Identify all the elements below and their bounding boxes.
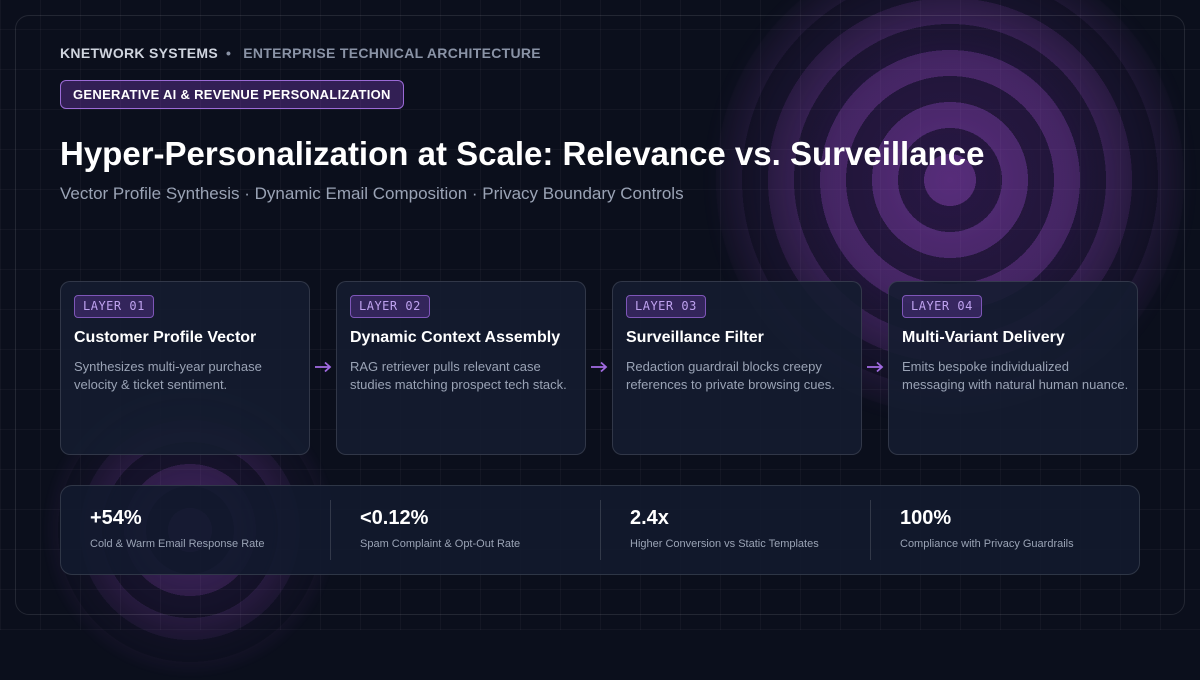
layer-description: RAG retriever pulls relevant case studie…	[350, 359, 567, 392]
layer-tag: LAYER 02	[350, 295, 430, 318]
layer-card-02: LAYER 02 Dynamic Context Assembly RAG re…	[336, 281, 586, 455]
layer-tag: LAYER 01	[74, 295, 154, 318]
arrow-right-icon	[867, 361, 884, 373]
arrow-right-icon	[315, 361, 332, 373]
stat-value: <0.12%	[360, 507, 429, 529]
layer-card-01: LAYER 01 Customer Profile Vector Synthes…	[60, 281, 310, 455]
stat-label: Spam Complaint & Opt-Out Rate	[360, 538, 521, 550]
layer-description: Redaction guardrail blocks creepy refere…	[626, 359, 835, 392]
stat-value: 2.4x	[630, 507, 669, 529]
layer-title: Customer Profile Vector	[74, 329, 257, 346]
stat-complaint-rate: <0.12% Spam Complaint & Opt-Out Rate	[331, 486, 601, 574]
stat-divider	[600, 500, 601, 560]
layer-card-04: LAYER 04 Multi-Variant Delivery Emits be…	[888, 281, 1138, 455]
eyebrow: KNETWORK SYSTEMS • ENTERPRISE TECHNICAL …	[60, 45, 541, 61]
stat-label: Higher Conversion vs Static Templates	[630, 538, 819, 550]
stat-value: 100%	[900, 507, 952, 529]
stat-compliance: 100% Compliance with Privacy Guardrails	[871, 486, 1141, 574]
stat-label: Compliance with Privacy Guardrails	[900, 538, 1074, 550]
layer-title: Multi-Variant Delivery	[902, 329, 1065, 346]
stat-divider	[330, 500, 331, 560]
layer-description: Synthesizes multi-year purchase velocity…	[74, 359, 262, 392]
stat-divider	[870, 500, 871, 560]
layer-title: Surveillance Filter	[626, 329, 764, 346]
arrow-right-icon	[591, 361, 608, 373]
layer-description: Emits bespoke individualized messaging w…	[902, 359, 1129, 392]
page-subtitle: Vector Profile Synthesis · Dynamic Email…	[60, 184, 684, 203]
stat-response-rate: +54% Cold & Warm Email Response Rate	[61, 486, 331, 574]
layer-card-03: LAYER 03 Surveillance Filter Redaction g…	[612, 281, 862, 455]
stat-label: Cold & Warm Email Response Rate	[90, 538, 265, 550]
stat-value: +54%	[90, 507, 142, 529]
section-name: ENTERPRISE TECHNICAL ARCHITECTURE	[243, 45, 541, 61]
stats-bar: +54% Cold & Warm Email Response Rate <0.…	[60, 485, 1140, 575]
layer-tag: LAYER 03	[626, 295, 706, 318]
eyebrow-separator: •	[226, 45, 232, 61]
content-frame	[15, 15, 1185, 615]
category-pill: GENERATIVE AI & REVENUE PERSONALIZATION	[60, 80, 404, 109]
brand-name: KNETWORK SYSTEMS	[60, 45, 219, 61]
layer-tag: LAYER 04	[902, 295, 982, 318]
stat-conversion: 2.4x Higher Conversion vs Static Templat…	[601, 486, 871, 574]
page-title: Hyper-Personalization at Scale: Relevanc…	[60, 135, 985, 172]
layer-title: Dynamic Context Assembly	[350, 329, 561, 346]
